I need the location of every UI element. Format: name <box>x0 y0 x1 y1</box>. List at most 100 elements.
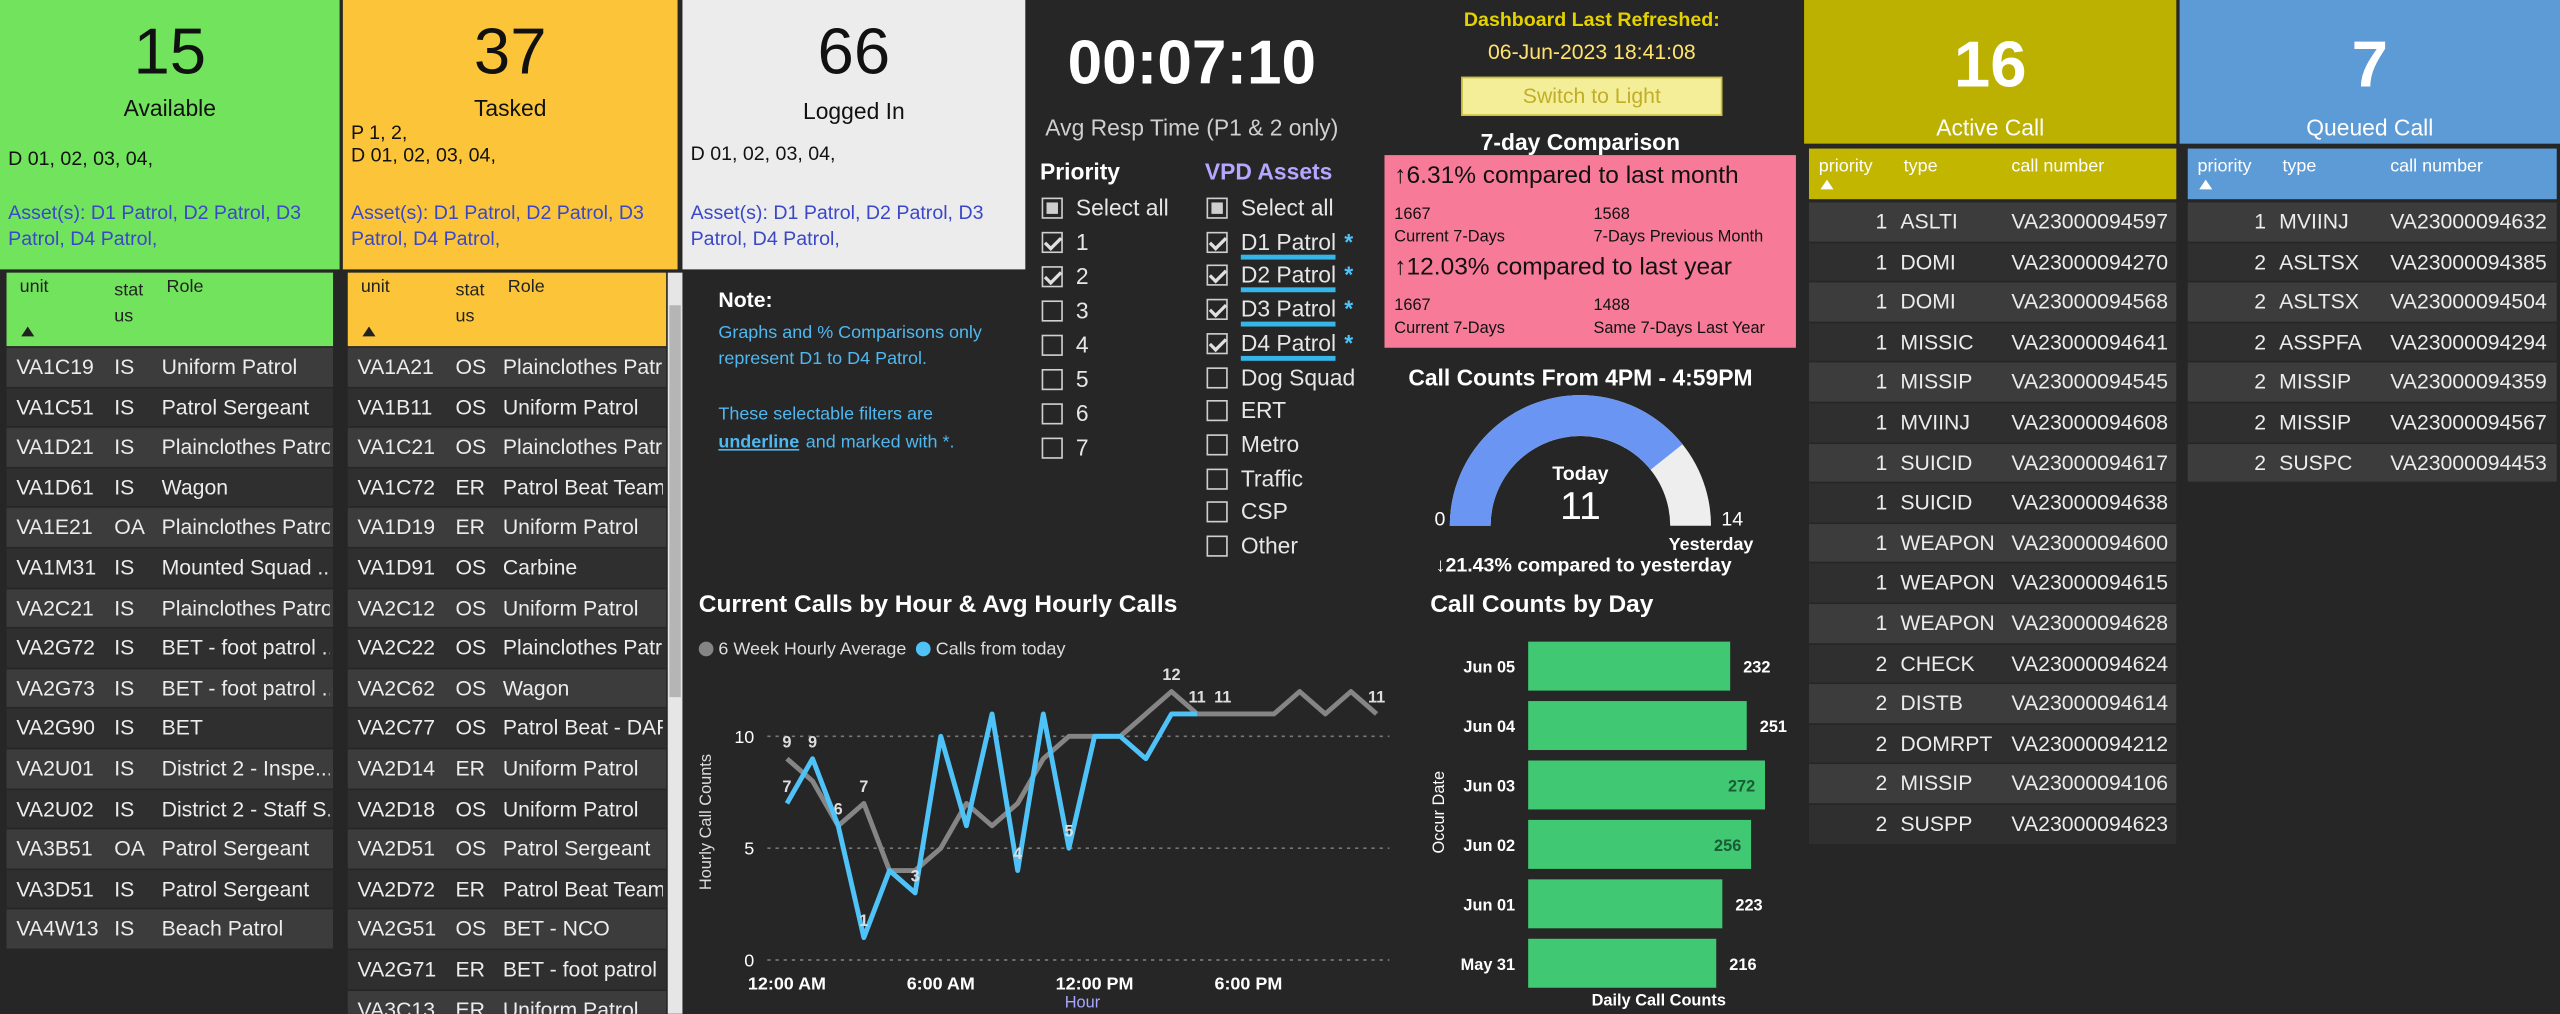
call-count: 16 <box>1953 29 2027 102</box>
filter-option[interactable]: 3 <box>1076 297 1089 323</box>
option-label[interactable]: 6 <box>1075 399 1089 427</box>
filter-option[interactable]: 4 <box>1076 331 1089 357</box>
table-cell: SUSPP <box>1900 811 1973 836</box>
checkbox[interactable] <box>1206 231 1228 253</box>
column-header[interactable]: Role <box>166 277 204 298</box>
checkbox[interactable] <box>1206 197 1228 219</box>
filter-option[interactable]: Traffic <box>1241 465 1303 491</box>
option-label[interactable]: D2 Patrol <box>1240 261 1336 293</box>
option-label[interactable]: Traffic <box>1240 464 1304 491</box>
theme-button[interactable]: Switch to Light <box>1461 76 1723 116</box>
table-cell: VA3D51 <box>16 876 94 901</box>
checkbox[interactable] <box>1041 197 1063 219</box>
option-label[interactable]: Select all <box>1075 194 1169 221</box>
checkbox[interactable] <box>1041 231 1063 254</box>
filter-option[interactable]: 1 <box>1076 229 1089 255</box>
filter-option[interactable]: 5 <box>1076 366 1089 392</box>
table-cell: Plainclothes Patro <box>502 354 663 379</box>
column-header[interactable]: priority <box>2197 156 2252 177</box>
y-tick-label: May 31 <box>1461 956 1515 974</box>
filter-option[interactable]: Select all <box>1076 194 1169 220</box>
checkbox[interactable] <box>1041 334 1063 356</box>
checkbox[interactable] <box>1041 403 1063 425</box>
table-row: VA2G73 IS BET - foot patrol .. <box>6 669 334 708</box>
filter-option[interactable]: Dog Squad <box>1241 363 1355 389</box>
table-cell: Patrol Sergeant <box>161 836 310 861</box>
option-label[interactable]: ERT <box>1240 397 1287 424</box>
checkbox[interactable] <box>1206 366 1228 388</box>
checkbox[interactable] <box>1206 501 1228 523</box>
checkbox[interactable] <box>1041 266 1063 288</box>
table-cell: VA2G72 <box>16 635 95 660</box>
filter-option[interactable]: 6 <box>1076 400 1089 426</box>
table-row: 1 WEAPON VA23000094615 <box>1808 563 2177 603</box>
option-label[interactable]: Metro <box>1240 430 1300 457</box>
scrollbar-thumb <box>669 305 681 698</box>
filter-option[interactable]: D3 Patrol * <box>1240 295 1353 327</box>
data-label: 7 <box>859 778 868 796</box>
checkbox[interactable] <box>1206 535 1228 557</box>
column-header[interactable]: Role <box>507 277 545 298</box>
card-assets: Asset(s): D1 Patrol, D2 Patrol, D3 Patro… <box>351 200 644 250</box>
checkbox[interactable] <box>1206 467 1228 490</box>
option-label[interactable]: 3 <box>1075 297 1089 324</box>
table-cell: SUICID <box>1900 449 1973 475</box>
column-header[interactable]: unit <box>19 277 49 298</box>
option-label[interactable]: D4 Patrol <box>1240 329 1336 361</box>
table-row: VA1D21 IS Plainclothes Patro <box>6 428 334 467</box>
column-header[interactable]: status <box>114 280 144 327</box>
table-row: 2 MISSIP VA23000094567 <box>2187 403 2557 442</box>
table-cell: District 2 - Staff S.. <box>161 796 330 821</box>
table-cell: VA23000094638 <box>2011 490 2169 515</box>
option-label[interactable]: CSP <box>1240 498 1288 525</box>
table-cell: VA1B11 <box>357 394 433 419</box>
column-header[interactable]: priority <box>1818 156 1873 177</box>
x-axis-title: Hour <box>1064 994 1101 1013</box>
table-row: 1 SUICID VA23000094638 <box>1808 483 2177 523</box>
option-label[interactable]: Dog Squad <box>1240 363 1356 390</box>
checkbox[interactable] <box>1041 368 1063 391</box>
column-header[interactable]: type <box>2282 156 2317 177</box>
checkbox[interactable] <box>1206 434 1228 456</box>
column-header[interactable]: call number <box>2390 156 2484 177</box>
filter-option[interactable]: ERT <box>1241 397 1286 423</box>
table-cell: VA23000094615 <box>2011 570 2169 595</box>
data-label: 7 <box>782 778 791 796</box>
column-header[interactable]: type <box>1903 156 1938 177</box>
checkbox[interactable] <box>1041 437 1063 459</box>
table-cell: VA1D91 <box>357 555 436 580</box>
table-cell: Uniform Patrol <box>161 354 298 379</box>
filter-option[interactable]: 2 <box>1076 263 1089 289</box>
option-label[interactable]: 4 <box>1075 331 1089 358</box>
option-label[interactable]: D3 Patrol <box>1240 295 1336 327</box>
option-label[interactable]: 1 <box>1075 228 1089 255</box>
option-label[interactable]: 5 <box>1075 365 1089 392</box>
table-cell: VA2G51 <box>357 916 437 942</box>
option-label[interactable]: 2 <box>1075 262 1089 289</box>
y-tick-label: 5 <box>744 839 754 859</box>
option-label[interactable]: 7 <box>1075 434 1089 461</box>
option-label[interactable]: Other <box>1240 532 1298 559</box>
sort-arrow <box>1820 179 1834 190</box>
filter-option[interactable]: D2 Patrol * <box>1240 261 1353 293</box>
column-header[interactable]: status <box>455 280 485 327</box>
table-cell: VA2D51 <box>357 836 436 861</box>
filter-option[interactable]: Select all <box>1241 194 1334 220</box>
column-header[interactable]: call number <box>2011 156 2105 177</box>
column-header[interactable]: unit <box>360 277 390 298</box>
note-line: underline and marked with *. <box>718 433 954 453</box>
filter-option[interactable]: D1 Patrol * <box>1240 228 1353 260</box>
checkbox[interactable] <box>1206 298 1228 321</box>
filter-option[interactable]: CSP <box>1241 498 1288 524</box>
checkbox[interactable] <box>1206 332 1228 354</box>
option-label[interactable]: D1 Patrol <box>1240 228 1336 260</box>
option-label[interactable]: Select all <box>1240 194 1334 221</box>
filter-option[interactable]: 7 <box>1076 434 1089 460</box>
filter-option[interactable]: Other <box>1241 532 1298 558</box>
table-cell: VA2U01 <box>16 755 94 781</box>
checkbox[interactable] <box>1206 265 1228 287</box>
checkbox[interactable] <box>1206 400 1228 422</box>
checkbox[interactable] <box>1041 300 1063 322</box>
filter-option[interactable]: D4 Patrol * <box>1240 329 1353 361</box>
filter-option[interactable]: Metro <box>1241 431 1299 457</box>
